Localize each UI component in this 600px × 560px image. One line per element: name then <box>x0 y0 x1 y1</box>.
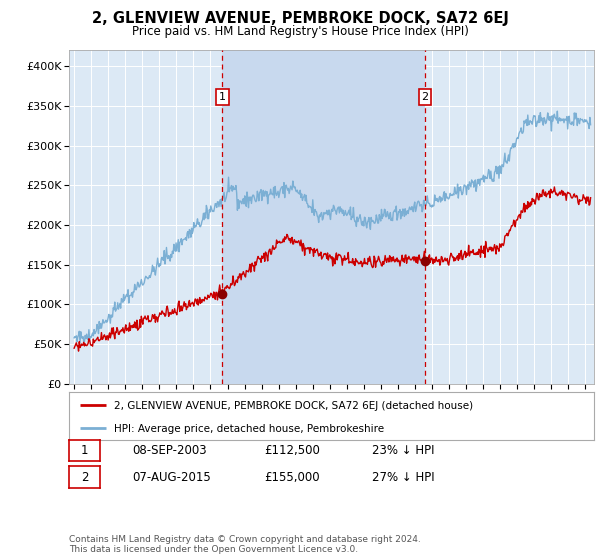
Text: 07-AUG-2015: 07-AUG-2015 <box>132 470 211 484</box>
Text: 23% ↓ HPI: 23% ↓ HPI <box>372 444 434 457</box>
Text: 2, GLENVIEW AVENUE, PEMBROKE DOCK, SA72 6EJ: 2, GLENVIEW AVENUE, PEMBROKE DOCK, SA72 … <box>92 11 508 26</box>
Text: 1: 1 <box>81 444 88 457</box>
Text: 27% ↓ HPI: 27% ↓ HPI <box>372 470 434 484</box>
Text: 08-SEP-2003: 08-SEP-2003 <box>132 444 206 457</box>
Text: HPI: Average price, detached house, Pembrokeshire: HPI: Average price, detached house, Pemb… <box>113 424 384 433</box>
Text: Contains HM Land Registry data © Crown copyright and database right 2024.
This d: Contains HM Land Registry data © Crown c… <box>69 535 421 554</box>
Bar <box>222 50 425 384</box>
Text: Price paid vs. HM Land Registry's House Price Index (HPI): Price paid vs. HM Land Registry's House … <box>131 25 469 38</box>
Text: £155,000: £155,000 <box>264 470 320 484</box>
Text: 2, GLENVIEW AVENUE, PEMBROKE DOCK, SA72 6EJ (detached house): 2, GLENVIEW AVENUE, PEMBROKE DOCK, SA72 … <box>113 402 473 411</box>
Text: 2: 2 <box>422 92 428 102</box>
Text: £112,500: £112,500 <box>264 444 320 457</box>
Text: 1: 1 <box>219 92 226 102</box>
Text: 2: 2 <box>81 470 88 484</box>
